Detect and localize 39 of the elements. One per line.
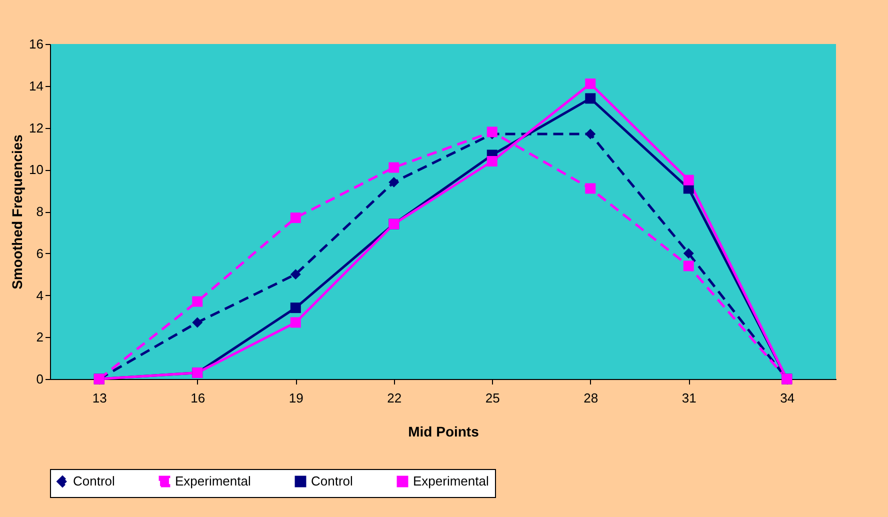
y-tick-label: 8: [36, 204, 44, 219]
point: [192, 317, 203, 328]
x-tick-label: 16: [190, 390, 206, 406]
x-tick-label: 31: [682, 390, 696, 406]
y-tick-label: 16: [29, 36, 44, 52]
point: [388, 176, 400, 188]
y-tick-label: 12: [29, 120, 44, 136]
point: [683, 248, 694, 259]
point: [585, 183, 596, 194]
point: [388, 162, 400, 173]
point: [290, 269, 301, 280]
y-tick-label: 10: [29, 162, 44, 178]
point: [585, 78, 596, 90]
legend-label: Experimental: [175, 474, 251, 489]
y-tick-label: 14: [29, 78, 44, 94]
y-tick-label: 6: [36, 246, 44, 261]
legend-label: Experimental: [413, 474, 489, 489]
point: [290, 212, 301, 224]
x-axis-title: Mid Points: [408, 424, 480, 440]
point: [585, 128, 596, 140]
point: [192, 296, 203, 307]
y-tick-label: 4: [36, 288, 44, 303]
x-tick-label: 13: [92, 390, 107, 406]
point: [683, 174, 694, 186]
legend-label: Control: [73, 474, 116, 489]
y-tick-label: 2: [36, 330, 44, 345]
x-tick-label: 22: [387, 390, 402, 406]
x-tick-label: 19: [288, 390, 304, 406]
point: [585, 93, 596, 104]
point: [486, 156, 498, 166]
point: [290, 302, 301, 314]
x-tick-label: 34: [780, 390, 795, 406]
point: [290, 317, 301, 328]
point: [683, 260, 694, 272]
legend-label: Control: [311, 474, 354, 489]
y-tick-label: 0: [36, 372, 44, 386]
x-tick-label: 28: [584, 390, 598, 406]
x-tick-label: 25: [485, 390, 500, 406]
y-axis-title: Smoothed Frequencies: [9, 134, 26, 290]
